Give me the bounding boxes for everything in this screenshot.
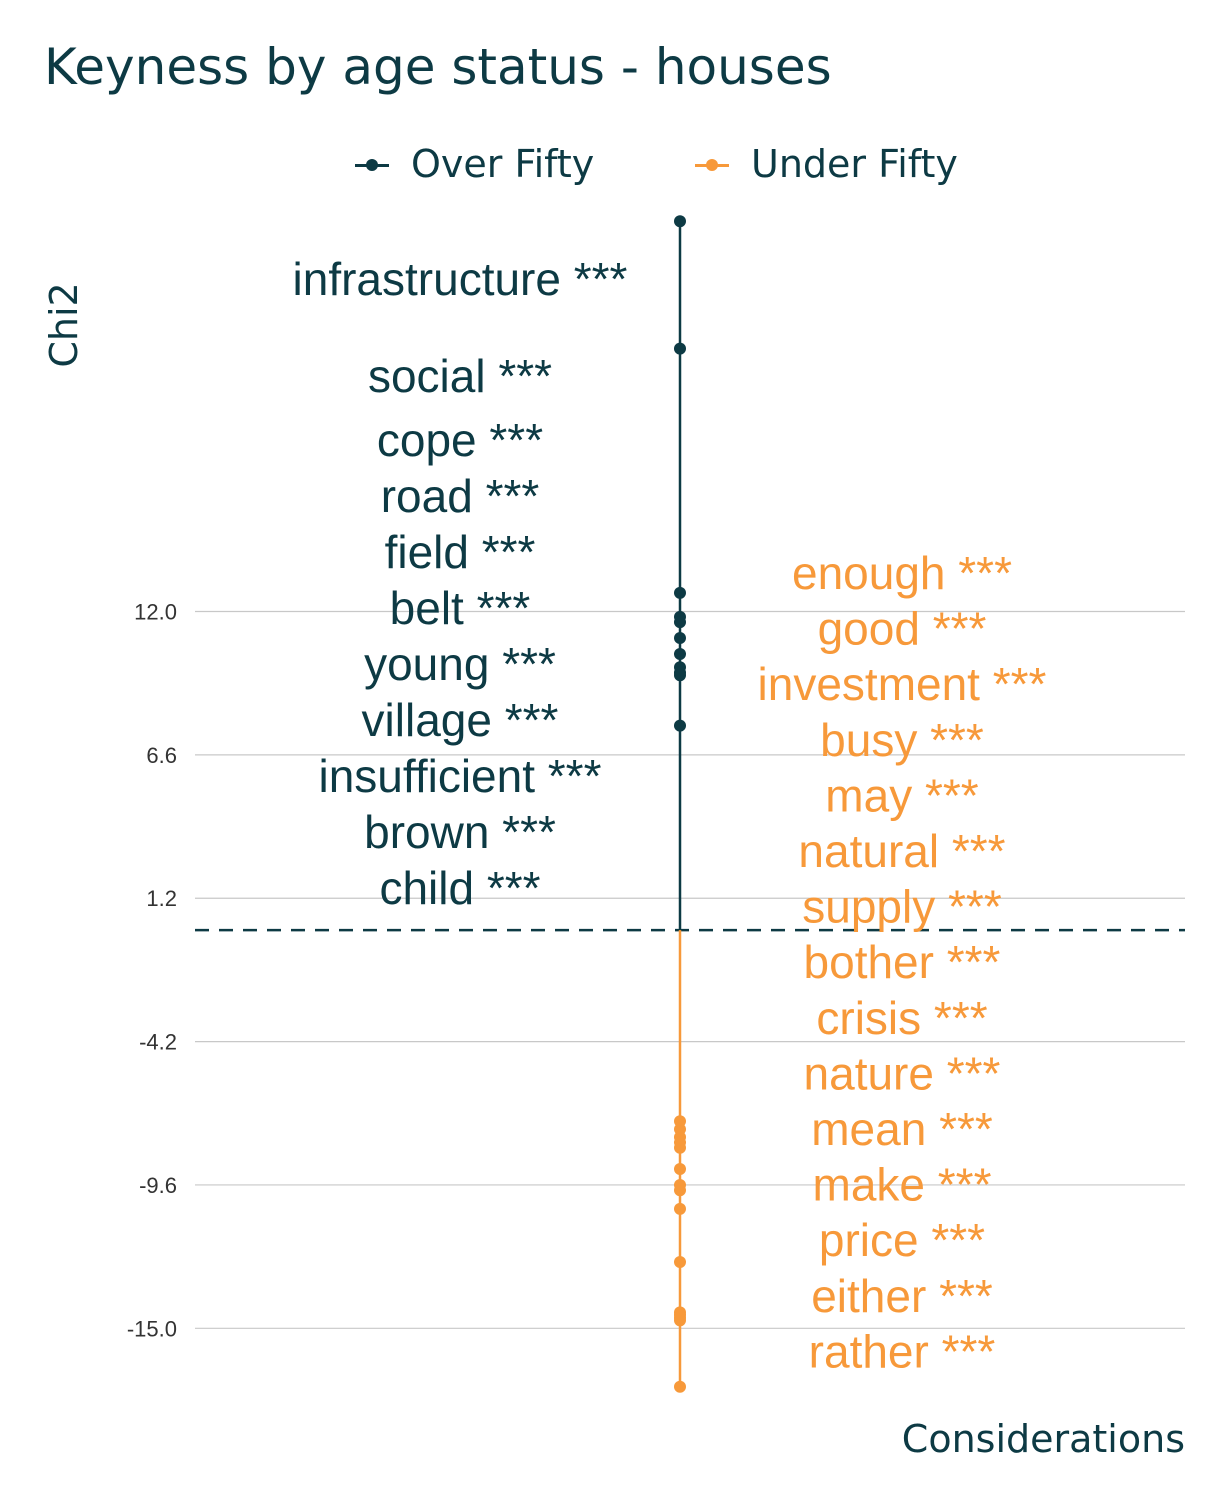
word-label-nature: nature *** [804, 1047, 1001, 1099]
word-label-supply: supply *** [802, 881, 1002, 933]
word-label-village: village *** [362, 694, 559, 746]
word-label-mean: mean *** [811, 1103, 993, 1155]
data-point-rather [674, 1380, 686, 1393]
y-tick-label: -15.0 [127, 1316, 177, 1341]
data-point-field [674, 616, 686, 629]
legend-key-over-fifty [355, 159, 389, 171]
word-label-field: field *** [385, 526, 536, 578]
word-label-price: price *** [819, 1214, 985, 1266]
word-label-infrastructure: infrastructure *** [293, 253, 628, 305]
word-label-enough: enough *** [792, 547, 1012, 599]
word-label-bother: bother *** [804, 936, 1001, 988]
word-label-rather: rather *** [809, 1325, 996, 1377]
word-label-make: make *** [813, 1159, 992, 1211]
y-tick-label: 12.0 [134, 600, 177, 625]
y-tick-label: 1.2 [146, 886, 177, 911]
data-point-bother [674, 1184, 686, 1197]
word-labels: infrastructure *** social *** cope ***road… [293, 253, 1047, 1377]
word-label-investment: investment *** [758, 658, 1047, 710]
legend-label-under-fifty: Under Fifty [751, 142, 958, 186]
legend-key-under-fifty [695, 159, 729, 171]
word-label-busy: busy *** [820, 714, 984, 766]
word-label-belt: belt *** [390, 582, 531, 634]
data-point-nature [674, 1255, 686, 1268]
data-point-social [674, 342, 686, 355]
word-label-natural: natural *** [798, 825, 1005, 877]
data-point-belt [674, 632, 686, 645]
data-point-cope [674, 586, 686, 599]
data-point-natural [674, 1163, 686, 1176]
word-label-insufficient: insufficient *** [319, 750, 602, 802]
x-axis-title: Considerations [902, 1417, 1185, 1461]
data-point-crisis [674, 1202, 686, 1215]
legend-label-over-fifty: Over Fifty [411, 142, 595, 186]
data-point-young [674, 647, 686, 660]
data-point-may [674, 1141, 686, 1154]
y-tick-label: -9.6 [139, 1173, 177, 1198]
word-label-social: social *** [368, 350, 552, 402]
word-label-road: road *** [381, 470, 540, 522]
word-label-may: may *** [825, 769, 978, 821]
word-label-brown: brown *** [364, 806, 556, 858]
y-tick-labels: 12.0 6.6 1.2 -4.2 -9.6 -15.0 [127, 600, 177, 1342]
data-point-brown [674, 669, 686, 682]
word-label-good: good *** [818, 603, 987, 655]
word-label-child: child *** [379, 862, 540, 914]
chart-title: Keyness by age status - houses [44, 38, 832, 96]
y-tick-label: -4.2 [139, 1030, 177, 1055]
word-label-young: young *** [364, 638, 556, 690]
gridlines [195, 610, 1185, 1329]
word-label-either: either *** [811, 1270, 993, 1322]
word-label-crisis: crisis *** [816, 992, 987, 1044]
y-tick-label: 6.6 [146, 743, 177, 768]
word-label-cope: cope *** [377, 414, 543, 466]
data-point-either [674, 1314, 686, 1327]
data-points [674, 215, 686, 1393]
data-point-infrastructure [674, 215, 686, 228]
y-axis-title: Chi2 [42, 282, 86, 367]
data-point-child [674, 719, 686, 732]
